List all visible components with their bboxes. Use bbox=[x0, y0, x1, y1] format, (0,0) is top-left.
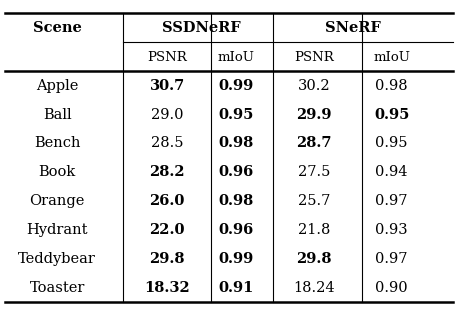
Text: Toaster: Toaster bbox=[30, 281, 85, 295]
Text: 21.8: 21.8 bbox=[298, 223, 330, 237]
Text: 0.94: 0.94 bbox=[376, 165, 408, 179]
Text: 0.97: 0.97 bbox=[376, 194, 408, 208]
Text: 0.96: 0.96 bbox=[218, 223, 253, 237]
Text: Apple: Apple bbox=[36, 79, 78, 93]
Text: 27.5: 27.5 bbox=[298, 165, 330, 179]
Text: 26.0: 26.0 bbox=[149, 194, 185, 208]
Text: Hydrant: Hydrant bbox=[27, 223, 88, 237]
Text: mIoU: mIoU bbox=[373, 51, 410, 64]
Text: 29.0: 29.0 bbox=[151, 108, 183, 122]
Text: 0.98: 0.98 bbox=[375, 79, 408, 93]
Text: 28.2: 28.2 bbox=[149, 165, 185, 179]
Text: 0.91: 0.91 bbox=[218, 281, 254, 295]
Text: 18.32: 18.32 bbox=[144, 281, 190, 295]
Text: 25.7: 25.7 bbox=[298, 194, 330, 208]
Text: 0.99: 0.99 bbox=[218, 79, 253, 93]
Text: 0.95: 0.95 bbox=[376, 136, 408, 151]
Text: 0.97: 0.97 bbox=[376, 252, 408, 266]
Text: 28.7: 28.7 bbox=[296, 136, 332, 151]
Text: 0.93: 0.93 bbox=[375, 223, 408, 237]
Text: Orange: Orange bbox=[30, 194, 85, 208]
Text: 29.9: 29.9 bbox=[296, 108, 332, 122]
Text: 0.95: 0.95 bbox=[218, 108, 254, 122]
Text: PSNR: PSNR bbox=[294, 51, 333, 64]
Text: Teddybear: Teddybear bbox=[18, 252, 96, 266]
Text: 0.90: 0.90 bbox=[375, 281, 408, 295]
Text: 0.98: 0.98 bbox=[218, 136, 253, 151]
Text: 22.0: 22.0 bbox=[149, 223, 185, 237]
Text: 29.8: 29.8 bbox=[149, 252, 185, 266]
Text: 28.5: 28.5 bbox=[151, 136, 183, 151]
Text: PSNR: PSNR bbox=[147, 51, 187, 64]
Text: Bench: Bench bbox=[34, 136, 81, 151]
Text: mIoU: mIoU bbox=[218, 51, 254, 64]
Text: 29.8: 29.8 bbox=[296, 252, 332, 266]
Text: 30.7: 30.7 bbox=[150, 79, 185, 93]
Text: SNeRF: SNeRF bbox=[325, 22, 381, 36]
Text: SSDNeRF: SSDNeRF bbox=[162, 22, 241, 36]
Text: 0.99: 0.99 bbox=[218, 252, 253, 266]
Text: 30.2: 30.2 bbox=[297, 79, 330, 93]
Text: 0.95: 0.95 bbox=[374, 108, 409, 122]
Text: 0.98: 0.98 bbox=[218, 194, 253, 208]
Text: Book: Book bbox=[38, 165, 76, 179]
Text: 0.96: 0.96 bbox=[218, 165, 253, 179]
Text: 18.24: 18.24 bbox=[293, 281, 334, 295]
Text: Scene: Scene bbox=[33, 21, 82, 35]
Text: Ball: Ball bbox=[43, 108, 71, 122]
